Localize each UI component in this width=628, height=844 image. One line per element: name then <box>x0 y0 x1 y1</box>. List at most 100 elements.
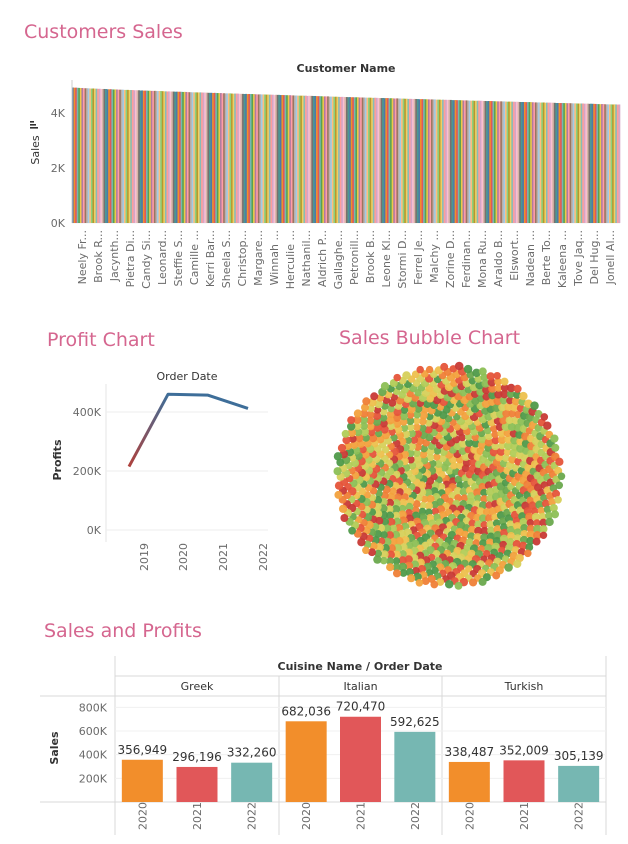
profit-y-tick: 0K <box>87 524 102 537</box>
customer-bar <box>183 91 186 223</box>
customer-name-label: Leonard... <box>156 230 169 285</box>
sort-icon-line <box>30 124 36 126</box>
customer-bar <box>112 89 115 223</box>
sales-bubble <box>333 467 342 476</box>
sales-bubble <box>424 418 433 427</box>
sales-bubble <box>493 417 502 425</box>
customer-bar <box>323 96 326 223</box>
customer-bar <box>108 89 111 224</box>
customer-bar <box>361 97 364 223</box>
customer-bar <box>305 95 307 223</box>
customer-bar <box>349 97 352 223</box>
customer-bar <box>298 95 301 223</box>
customer-bar <box>303 95 306 223</box>
customer-bar <box>597 104 600 223</box>
customer-bar <box>245 93 248 223</box>
customer-bar <box>369 97 372 223</box>
customer-bar <box>350 97 353 223</box>
customer-bar <box>549 102 552 223</box>
customer-bar <box>79 88 82 223</box>
sales-column-title: Cuisine Name / Order Date <box>278 660 443 673</box>
sales-bubble <box>496 447 506 456</box>
customer-bar <box>131 90 134 223</box>
sales-bubble <box>366 410 375 419</box>
customer-bar <box>372 97 375 223</box>
customer-bar <box>486 101 489 223</box>
customer-bar <box>265 94 268 224</box>
sales-bubble <box>507 383 516 393</box>
customer-bar <box>264 94 266 223</box>
sales-bubble <box>404 548 413 557</box>
sales-bar <box>340 716 381 802</box>
sales-bubble <box>431 507 439 516</box>
customer-name-label: Ferdinan... <box>460 230 473 288</box>
sales-bubble <box>341 429 350 438</box>
sales-bubble <box>425 365 434 374</box>
customer-bar <box>475 100 478 223</box>
sales-bubble <box>500 383 509 392</box>
customer-bar <box>386 98 389 223</box>
sales-bubble <box>486 372 495 381</box>
customer-bar <box>371 97 374 223</box>
sales-bubble <box>425 501 433 510</box>
sales-bubble <box>474 494 482 503</box>
customer-bar <box>133 90 136 223</box>
sales-bubble <box>465 438 474 447</box>
sales-bubble <box>412 500 421 508</box>
customer-bar <box>393 98 396 223</box>
sales-bubble <box>398 556 407 565</box>
sales-bubble <box>418 417 427 426</box>
customer-bar <box>396 98 399 223</box>
sales-bubble <box>495 423 504 432</box>
sales-bar <box>176 766 218 802</box>
sales-bubble <box>467 532 476 541</box>
sales-bubble <box>398 504 407 513</box>
sales-bubble <box>375 543 384 552</box>
sales-value-label: 352,009 <box>499 743 549 757</box>
sales-bubble <box>392 550 401 559</box>
customer-name-label: Sheela S... <box>220 230 233 288</box>
customer-bar <box>271 94 274 223</box>
sales-bubble <box>420 495 429 503</box>
customer-bar <box>235 93 238 223</box>
sales-bubble <box>513 534 522 543</box>
sales-bubble <box>503 429 512 438</box>
customer-bar <box>256 94 259 224</box>
profit-x-tick: 2020 <box>177 543 190 571</box>
customer-name-label: Herculie ... <box>284 230 297 289</box>
sales-bubble <box>385 511 395 520</box>
customer-bar <box>591 103 594 223</box>
sales-bubble <box>360 427 369 437</box>
sales-bubble <box>473 533 482 542</box>
customer-bar <box>568 103 570 223</box>
sales-bubble <box>407 442 417 451</box>
customer-bar <box>616 104 619 223</box>
sales-bubble <box>505 416 514 425</box>
sales-bubble <box>408 429 416 438</box>
customer-bar <box>141 90 144 223</box>
customer-bar <box>586 103 589 223</box>
customer-bar <box>383 98 386 223</box>
customer-bar <box>224 93 227 223</box>
customer-bar <box>569 103 572 223</box>
customer-bar <box>109 89 112 223</box>
sales-bubble <box>550 510 560 519</box>
sales-bubble <box>491 430 499 439</box>
sales-bubble <box>503 448 512 456</box>
customer-bar <box>423 99 426 223</box>
customer-bar <box>473 100 476 223</box>
customer-bar <box>331 96 334 223</box>
customer-bar <box>448 99 451 223</box>
customer-bar <box>574 103 577 223</box>
customer-bar <box>519 101 522 223</box>
customer-bar <box>456 100 459 223</box>
customer-bar <box>320 96 323 223</box>
customer-bar <box>83 88 85 223</box>
customer-bar <box>407 98 410 223</box>
sales-bubble <box>459 439 468 448</box>
sales-bubble <box>362 546 370 555</box>
sales-bubble <box>504 402 513 411</box>
customer-bar <box>125 89 128 223</box>
customer-bar <box>563 103 566 223</box>
customer-bar <box>470 100 473 223</box>
